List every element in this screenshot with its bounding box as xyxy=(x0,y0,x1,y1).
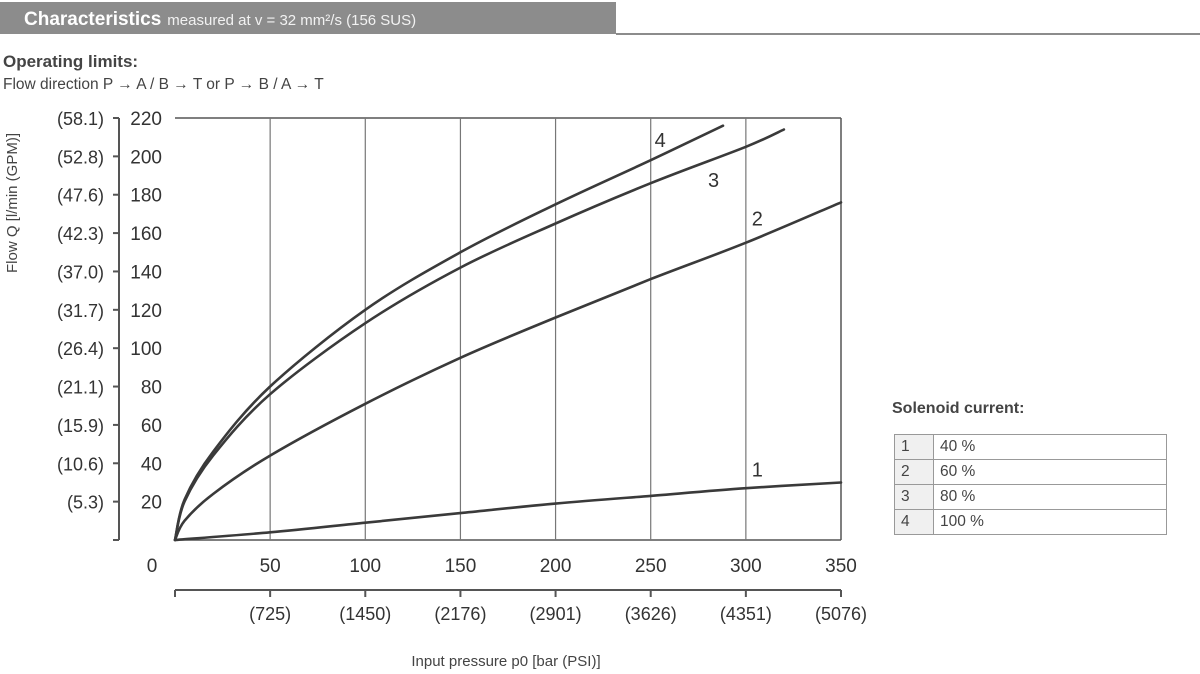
y-tick-label: 40 xyxy=(141,454,162,475)
x-alt-tick-label: (5076) xyxy=(815,604,867,624)
legend-table: 1 40 % 2 60 % 3 80 % 4 100 % xyxy=(894,434,1167,535)
operating-limits-title: Operating limits: xyxy=(3,52,139,71)
legend-row-value: 100 % xyxy=(933,509,1167,535)
series-4-line xyxy=(173,124,725,542)
legend-row-number: 4 xyxy=(894,509,934,535)
x-tick-label: 300 xyxy=(730,556,762,577)
y-tick-label: 200 xyxy=(130,147,162,168)
x-tick-label: 50 xyxy=(260,556,281,577)
y-alt-tick-label: (31.7) xyxy=(57,301,104,321)
x-tick-label: 100 xyxy=(349,556,381,577)
series-2-label: 2 xyxy=(752,208,763,230)
legend-row: 2 60 % xyxy=(894,459,1167,485)
y-alt-tick-label: (42.3) xyxy=(57,224,104,244)
y-tick-label: 60 xyxy=(141,416,162,437)
legend-row-value: 80 % xyxy=(933,484,1167,510)
series-1-label: 1 xyxy=(752,460,763,482)
y-alt-tick-label: (15.9) xyxy=(57,416,104,436)
legend-row-number: 2 xyxy=(894,459,934,485)
y-tick-label: 160 xyxy=(130,224,162,245)
y-tick-label: 20 xyxy=(141,493,162,514)
header-title: Characteristics measured at v = 32 mm²/s … xyxy=(24,9,416,31)
x-alt-tick-label: (2901) xyxy=(530,604,582,624)
header-bar: Characteristics measured at v = 32 mm²/s … xyxy=(0,2,616,34)
x-alt-tick-label: (3626) xyxy=(625,604,677,624)
legend-row: 3 80 % xyxy=(894,484,1167,510)
x-alt-tick-label: (1450) xyxy=(339,604,391,624)
y-tick-label: 100 xyxy=(130,339,162,360)
y-axis-title: Flow Q [l/min (GPM)] xyxy=(4,133,21,273)
series-3-label: 3 xyxy=(708,170,719,192)
header-title-text: Characteristics xyxy=(24,9,162,30)
y-alt-tick-label: (10.6) xyxy=(57,454,104,474)
legend-row-number: 3 xyxy=(894,484,934,510)
series-3-line xyxy=(173,128,786,542)
x-tick-label: 350 xyxy=(825,556,857,577)
series-2-line xyxy=(173,201,843,542)
x-alt-tick-label: (4351) xyxy=(720,604,772,624)
y-alt-tick-label: (47.6) xyxy=(57,186,104,206)
y-tick-label: 220 xyxy=(130,109,162,130)
x-tick-label: 200 xyxy=(540,556,572,577)
y-alt-tick-label: (21.1) xyxy=(57,378,104,398)
y-tick-label: 120 xyxy=(130,301,162,322)
legend-row: 4 100 % xyxy=(894,509,1167,535)
legend-row-value: 60 % xyxy=(933,459,1167,485)
y-alt-tick-label: (52.8) xyxy=(57,147,104,167)
x-axis-title: Input pressure p0 [bar (PSI)] xyxy=(411,653,600,670)
y-tick-label: 80 xyxy=(141,378,162,399)
y-alt-tick-label: (58.1) xyxy=(57,109,104,129)
header-subtitle: measured at v = 32 mm²/s (156 SUS) xyxy=(167,12,417,29)
flow-direction-text: Flow direction P → A / B → T or P → B / … xyxy=(3,76,324,93)
x-tick-label: 150 xyxy=(445,556,477,577)
x-alt-tick-label: (2176) xyxy=(434,604,486,624)
series-1-line xyxy=(173,481,843,542)
x-alt-tick-label: (725) xyxy=(249,604,291,624)
y-tick-label: 180 xyxy=(130,186,162,207)
legend-title: Solenoid current: xyxy=(892,400,1025,417)
legend-row-number: 1 xyxy=(894,434,934,460)
x-tick-label: 0 xyxy=(147,556,158,577)
header-rule xyxy=(616,33,1200,35)
series-4-label: 4 xyxy=(655,130,666,152)
x-tick-label: 250 xyxy=(635,556,667,577)
y-alt-tick-label: (37.0) xyxy=(57,262,104,282)
y-alt-tick-label: (26.4) xyxy=(57,339,104,359)
legend-row-value: 40 % xyxy=(933,434,1167,460)
legend-row: 1 40 % xyxy=(894,434,1167,460)
y-alt-tick-label: (5.3) xyxy=(67,493,104,513)
y-tick-label: 140 xyxy=(130,262,162,283)
